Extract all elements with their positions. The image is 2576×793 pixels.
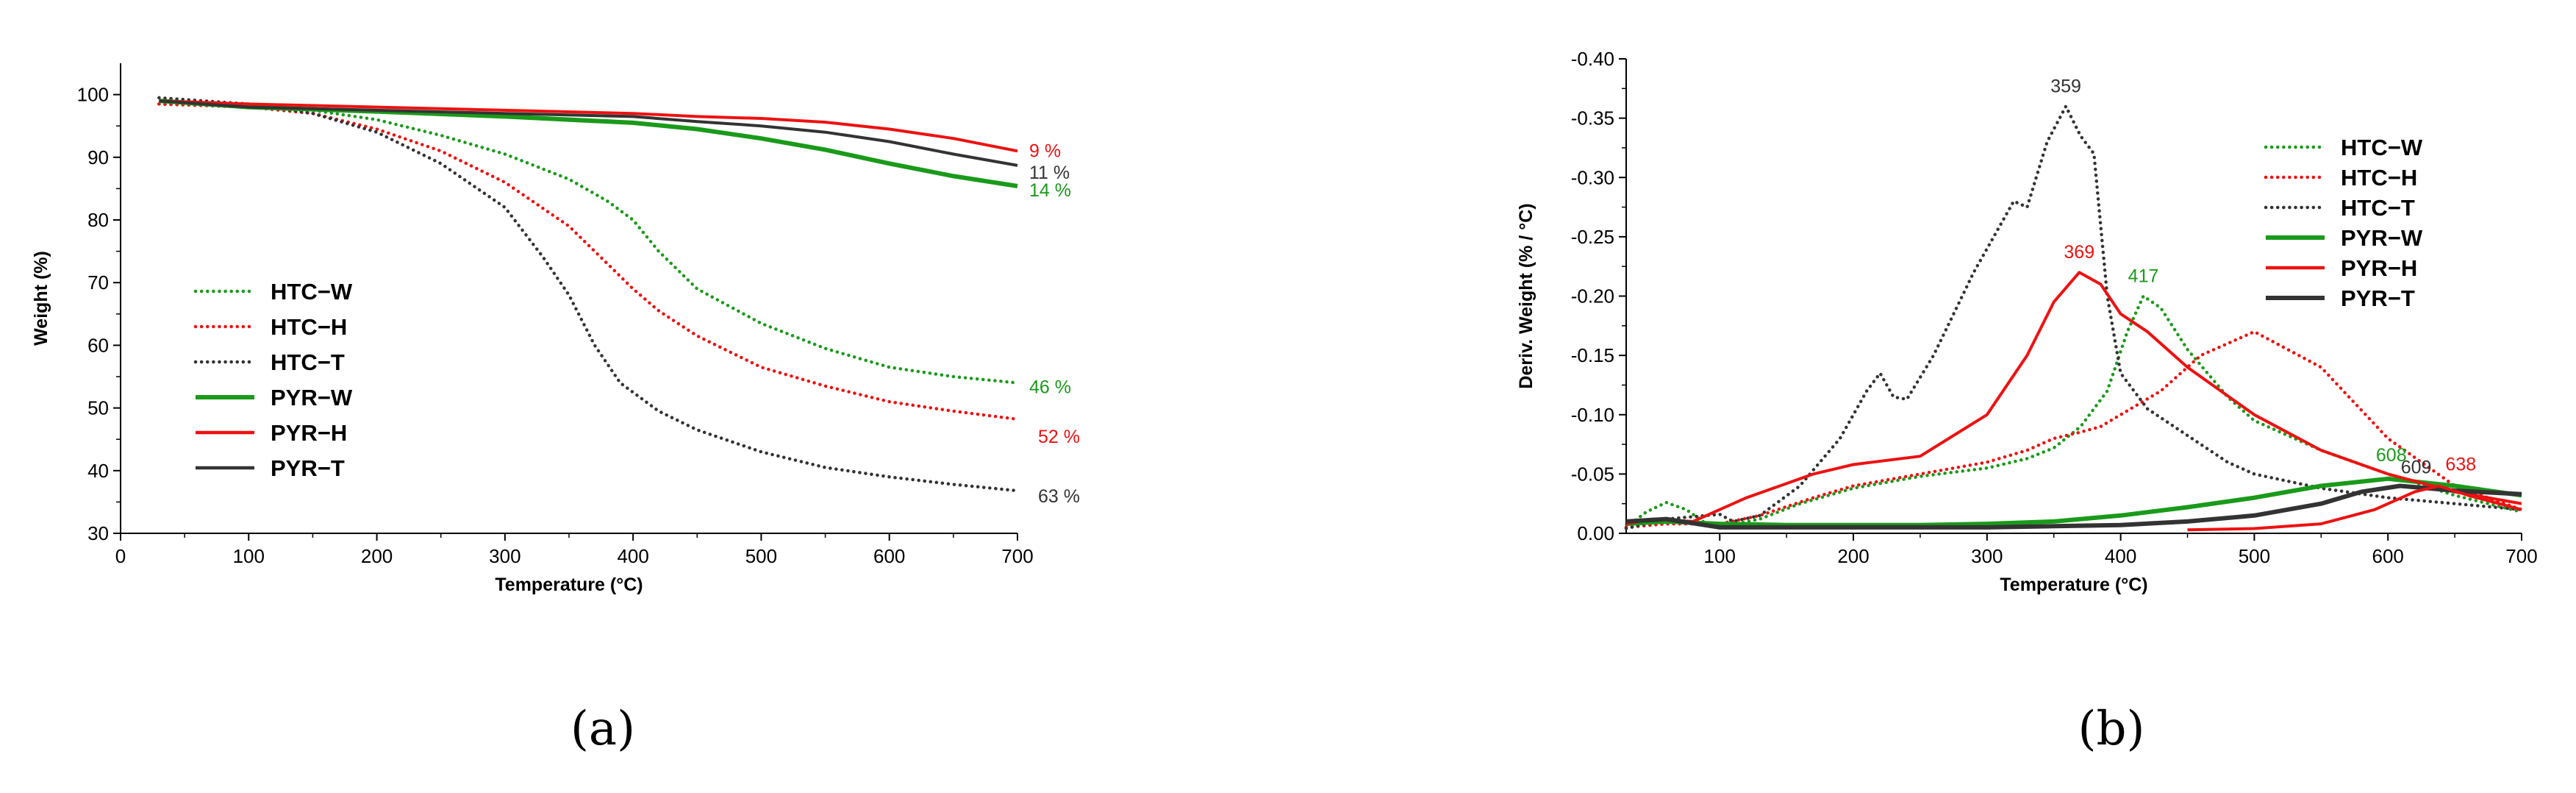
y-tick-label: 60 [87, 334, 109, 356]
legend-label-htc-h: HTC−H [2341, 165, 2417, 191]
x-tick-label: 700 [2505, 545, 2537, 567]
legend-label-htc-w: HTC−W [2341, 135, 2423, 160]
y-tick-label: -0.20 [1571, 285, 1614, 307]
legend-label-htc-t: HTC−T [271, 349, 345, 375]
x-tick-label: 200 [361, 545, 393, 567]
chart-b-dtg: 100 200 300 400 500 600 700 0.00 -0.05 -0.10 -0.15… [1516, 48, 2538, 595]
chart-a-tga: 0 100 200 300 400 500 600 700 30 40 50 60 70 80 90 100 T… [31, 63, 1080, 595]
series-line-pyr-h [159, 99, 1018, 153]
x-axis-title: Temperature (°C) [495, 575, 643, 595]
x-tick-label: 300 [1971, 545, 2003, 567]
y-tick-label: -0.35 [1571, 107, 1614, 129]
series-line-htc-t [157, 96, 1020, 493]
x-tick-label: 0 [115, 545, 126, 567]
x-tick-label: 100 [1704, 545, 1736, 567]
y-tick-label: -0.40 [1571, 48, 1614, 70]
caption-b: (b) [2078, 702, 2145, 756]
series-line-pyr-h [1625, 271, 2522, 526]
caption-a: (a) [570, 702, 635, 756]
peak-annotation: 417 [2128, 266, 2159, 286]
peak-annotation: 63 % [1038, 486, 1080, 507]
peak-annotation: 46 % [1029, 377, 1071, 398]
y-tick-label: 80 [87, 209, 109, 231]
y-tick-label: -0.30 [1571, 166, 1614, 188]
x-tick-label: 500 [2239, 545, 2270, 567]
x-tick-label: 100 [233, 545, 265, 567]
legend-label-pyr-w: PYR−W [2341, 225, 2423, 251]
peak-annotation: 14 % [1029, 180, 1071, 201]
series-line-pyr-h-high-temp-peak [2187, 484, 2522, 532]
peak-annotation: 9 % [1029, 141, 1061, 161]
y-axis-title: Weight (%) [31, 251, 51, 346]
y-tick-label: 70 [87, 271, 109, 294]
x-tick-label: 600 [873, 545, 905, 567]
legend-label-htc-t: HTC−T [2341, 195, 2415, 221]
x-tick-label: 600 [2372, 545, 2404, 567]
legend-label-pyr-t: PYR−T [2341, 285, 2415, 311]
legend-label-pyr-h: PYR−H [2341, 255, 2417, 281]
y-tick-label: -0.10 [1571, 404, 1614, 426]
peak-annotation: 11 % [1029, 163, 1070, 183]
y-tick-label: 90 [87, 146, 109, 168]
legend-label-htc-w: HTC−W [271, 279, 353, 305]
x-tick-label: 400 [617, 545, 648, 567]
y-tick-label: 0.00 [1577, 522, 1614, 544]
series-line-pyr-w [1625, 476, 2522, 527]
peak-annotation: 608 [2376, 445, 2407, 466]
x-axis-title: Temperature (°C) [2000, 575, 2147, 595]
series-line-htc-w [157, 102, 1020, 385]
legend-label-pyr-h: PYR−H [271, 420, 347, 446]
series-line-htc-h [1624, 330, 2524, 530]
peak-annotation: 369 [2064, 242, 2094, 263]
y-tick-label: 50 [87, 397, 109, 419]
x-tick-label: 300 [489, 545, 520, 567]
y-tick-label: 30 [87, 522, 109, 544]
legend-label-htc-h: HTC−H [271, 314, 347, 340]
series-line-htc-t [1624, 104, 2524, 530]
peak-annotation: 359 [2050, 76, 2081, 96]
series-line-htc-w [1624, 294, 2524, 530]
series-line-pyr-t [1625, 483, 2522, 530]
series-line-pyr-t [159, 99, 1018, 167]
y-tick-label: 40 [87, 460, 109, 482]
x-tick-label: 700 [1001, 545, 1033, 567]
peak-annotation: 52 % [1038, 427, 1080, 447]
x-tick-label: 500 [745, 545, 777, 567]
legend-label-pyr-t: PYR−T [271, 455, 345, 481]
y-tick-label: -0.25 [1571, 226, 1614, 248]
legend-label-pyr-w: PYR−W [271, 385, 353, 410]
x-tick-label: 200 [1837, 545, 1869, 567]
peak-annotation: 609 [2401, 457, 2432, 477]
y-tick-label: -0.15 [1571, 344, 1614, 366]
y-tick-label: -0.05 [1571, 463, 1614, 485]
peak-annotation: 638 [2445, 454, 2476, 474]
y-axis-title: Deriv. Weight (% / °C) [1516, 203, 1536, 388]
y-tick-label: 100 [77, 84, 109, 106]
x-tick-label: 400 [2105, 545, 2136, 567]
